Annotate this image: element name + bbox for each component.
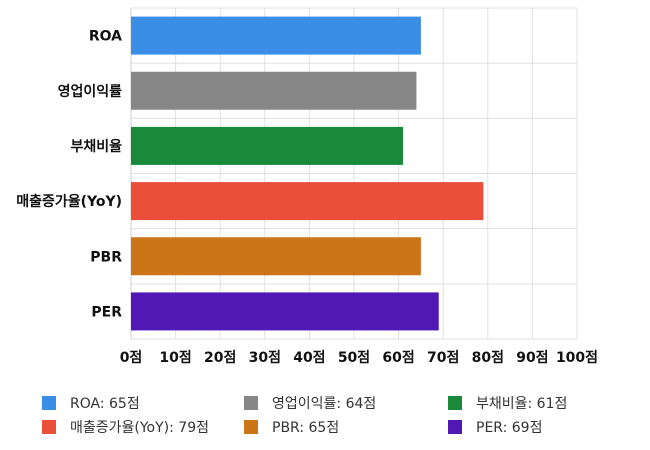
- legend-item-pbr: PBR: 65점: [244, 416, 339, 438]
- legend-swatch: [244, 396, 258, 410]
- x-tick-label: 30점: [249, 349, 281, 366]
- legend: ROA: 65점 영업이익률: 64점 부채비율: 61점 매출증가율(YoY)…: [0, 386, 650, 450]
- x-tick-label: 0점: [120, 349, 143, 366]
- category-label: 매출증가율(YoY): [16, 193, 122, 210]
- legend-label: PER: 69점: [476, 420, 543, 436]
- grid-lines: [130, 7, 578, 340]
- category-label: ROA: [89, 29, 122, 45]
- legend-item-roa: ROA: 65점: [42, 392, 140, 414]
- category-label: 부채비율: [70, 138, 122, 155]
- x-tick-label: 50점: [338, 349, 370, 366]
- x-tick-label: 90점: [516, 349, 548, 366]
- legend-swatch: [448, 420, 462, 434]
- bar: [131, 292, 439, 331]
- x-tick-label: 20점: [204, 349, 236, 366]
- x-tick-label: 100점: [556, 349, 598, 366]
- bars: [131, 16, 484, 331]
- legend-label: 영업이익률: 64점: [272, 396, 377, 412]
- legend-swatch: [42, 420, 56, 434]
- category-label: PER: [91, 304, 122, 320]
- bar: [131, 182, 484, 221]
- category-label: 영업이익률: [58, 83, 123, 100]
- bar: [131, 71, 417, 110]
- bar: [131, 126, 404, 165]
- bar: [131, 237, 421, 276]
- legend-swatch: [42, 396, 56, 410]
- legend-label: PBR: 65점: [272, 420, 340, 436]
- legend-swatch: [448, 396, 462, 410]
- legend-swatch: [244, 420, 258, 434]
- legend-item-sales-growth: 매출증가율(YoY): 79점: [42, 416, 209, 438]
- bar: [131, 16, 421, 55]
- legend-label: 매출증가율(YoY): 79점: [70, 420, 209, 436]
- legend-label: 부채비율: 61점: [476, 396, 568, 412]
- x-tick-label: 40점: [293, 349, 325, 366]
- x-tick-label: 70점: [427, 349, 459, 366]
- legend-item-debt-ratio: 부채비율: 61점: [448, 392, 567, 414]
- x-tick-label: 10점: [159, 349, 191, 366]
- x-tick-labels: 0점 10점 20점 30점 40점 50점 60점 70점 80점 90점 100점: [120, 349, 598, 366]
- legend-item-per: PER: 69점: [448, 416, 542, 438]
- category-label: PBR: [90, 249, 122, 265]
- legend-item-operating-margin: 영업이익률: 64점: [244, 392, 376, 414]
- legend-label: ROA: 65점: [70, 396, 140, 412]
- x-tick-label: 80점: [472, 349, 504, 366]
- x-tick-label: 60점: [382, 349, 414, 366]
